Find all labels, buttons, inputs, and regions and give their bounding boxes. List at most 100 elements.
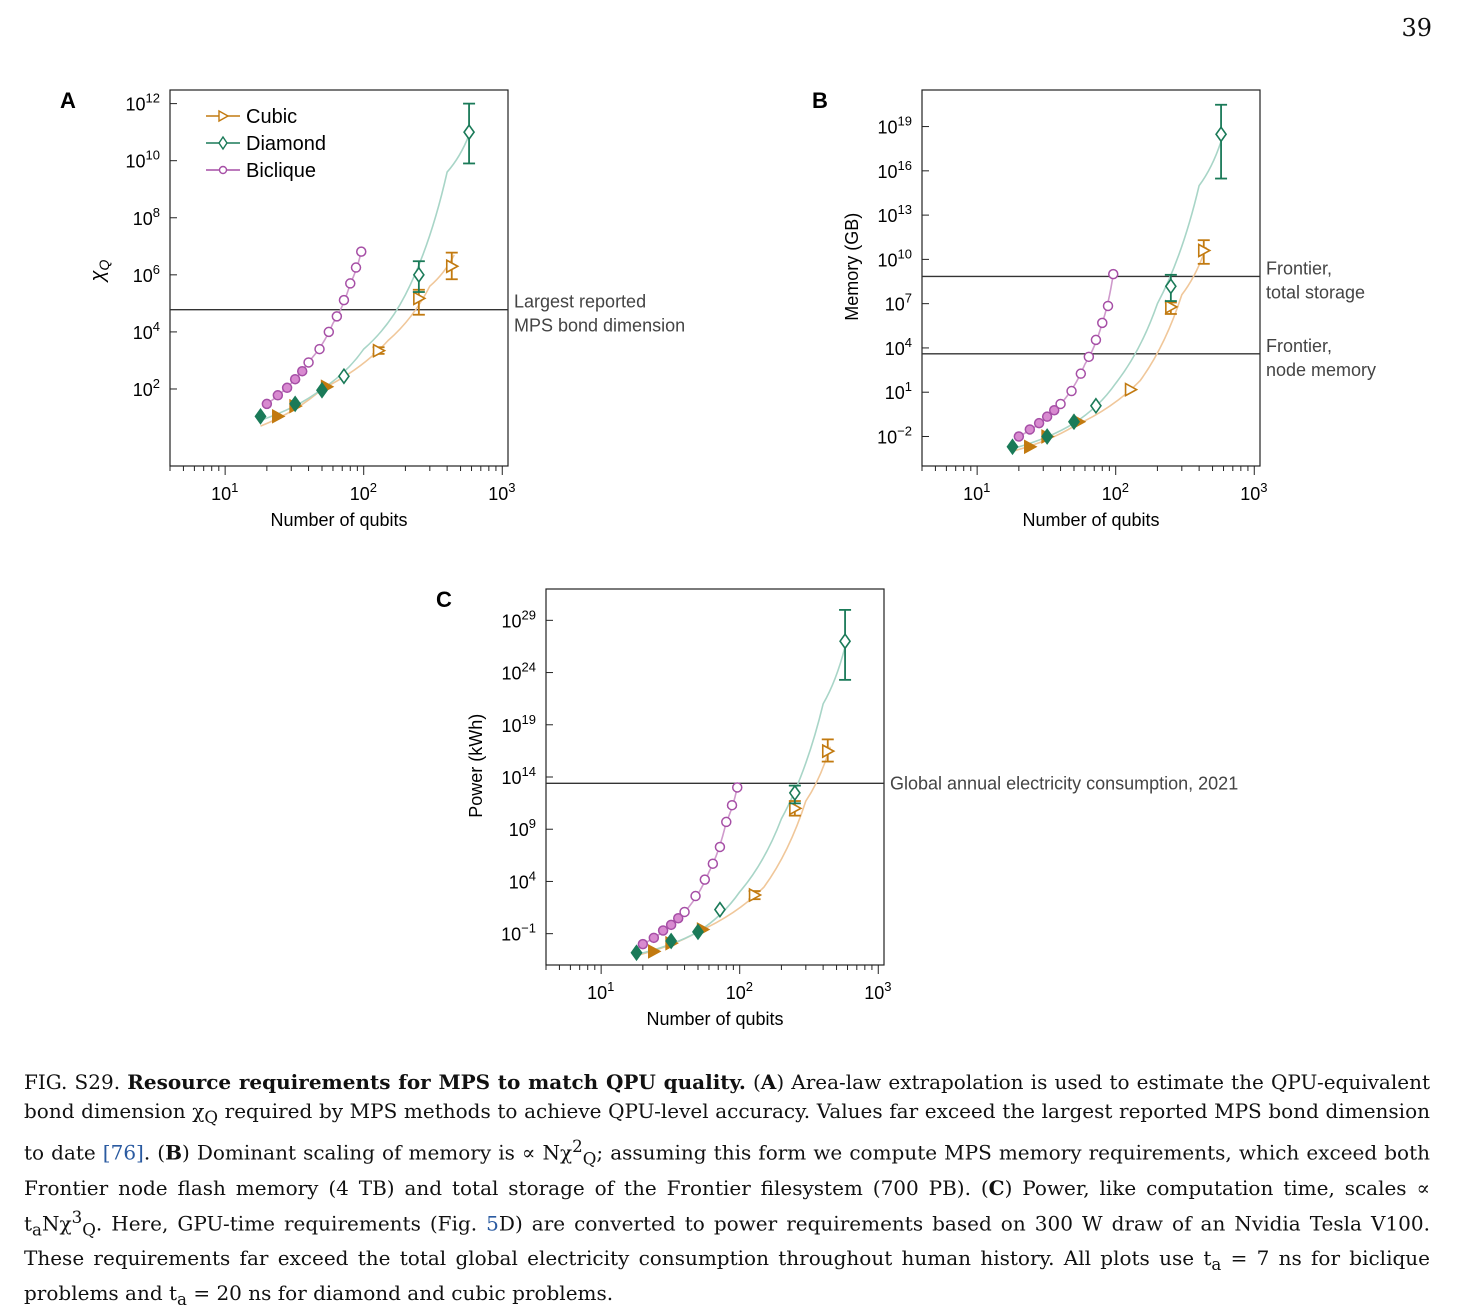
fit-curve-diamond [1012, 141, 1222, 450]
reference-line-label: MPS bond dimension [514, 316, 685, 336]
caption-fig-label: FIG. S29. [24, 1070, 121, 1094]
caption-part-c-sup: 3 [71, 1207, 83, 1227]
data-point-diamond [412, 266, 425, 284]
x-tick-label: 103 [1240, 480, 1267, 504]
reference-line-label: node memory [1266, 360, 1376, 380]
y-tick-label: 104 [509, 868, 536, 892]
data-point-cubic [748, 887, 763, 903]
caption-part-b-text-1: Dominant scaling of memory is ∝ Nχ [189, 1140, 573, 1165]
reference-line-label: Global annual electricity consumption, 2… [890, 773, 1238, 793]
caption-ref-76[interactable]: [76] [102, 1140, 144, 1165]
data-point-biclique [272, 390, 284, 401]
data-point-biclique [1090, 334, 1102, 346]
y-tick-label: 1014 [502, 764, 537, 788]
x-tick-label: 102 [1102, 480, 1129, 504]
data-point-biclique [1107, 268, 1119, 280]
data-point-biclique [296, 365, 308, 377]
data-point-biclique [1033, 417, 1045, 429]
y-tick-label: 106 [133, 262, 160, 286]
y-tick-label: 1024 [502, 660, 537, 684]
fit-curve-biclique [266, 251, 363, 405]
y-tick-label: 10−1 [501, 921, 536, 945]
data-point-biclique [1013, 431, 1025, 442]
caption-part-c-sub-a: a [32, 1220, 42, 1240]
data-point-cubic [789, 800, 803, 816]
legend-label-biclique: Biclique [246, 160, 316, 182]
data-point-biclique [726, 799, 738, 811]
data-point-diamond [1164, 277, 1177, 295]
data-point-biclique [672, 912, 684, 924]
reference-line-label: Frontier, [1266, 258, 1332, 278]
plot-frame [921, 89, 1261, 467]
x-axis-label: Number of qubits [646, 1009, 783, 1029]
caption-title: Resource requirements for MPS to match Q… [127, 1070, 746, 1094]
data-point-biclique [679, 906, 690, 918]
caption-part-c-sub-a2: a [1211, 1255, 1222, 1275]
data-point-cubic [272, 408, 286, 424]
data-point-biclique [699, 874, 711, 885]
x-tick-label: 103 [488, 480, 515, 504]
caption-part-c-text-3: . Here, GPU-time requirements (Fig. [95, 1211, 487, 1236]
data-point-diamond [1068, 413, 1080, 431]
caption-part-a-text-1: Area-law extrapolation is used to estima… [24, 1070, 1431, 1123]
data-point-biclique [355, 246, 367, 257]
data-point-biclique [731, 782, 743, 793]
data-point-biclique [281, 382, 293, 394]
data-point-diamond [788, 784, 801, 802]
data-point-diamond [289, 395, 302, 413]
data-point-cubic [445, 258, 460, 274]
caption-part-c-text-2: Nχ [41, 1211, 72, 1236]
y-tick-label: 1010 [126, 148, 161, 172]
y-tick-label: 101 [885, 379, 912, 403]
data-point-biclique [350, 262, 362, 273]
fit-curve-diamond [636, 646, 846, 956]
data-point-biclique [1097, 317, 1108, 329]
y-axis-label: Power (kWh) [466, 714, 486, 818]
panel-a: A 101 102 103 Number of qubits 102 104 106 108 10… [60, 88, 685, 530]
caption-part-c-sub-a3: a [177, 1290, 187, 1310]
data-point-biclique [323, 326, 335, 338]
y-tick-label: 1019 [878, 114, 913, 138]
data-point-diamond [1215, 125, 1228, 143]
legend-label-diamond: Diamond [246, 133, 326, 155]
x-tick-label: 101 [963, 480, 990, 504]
y-tick-label: 1016 [878, 158, 913, 182]
data-point-diamond [713, 901, 726, 919]
reference-line-label: Frontier, [1266, 336, 1332, 356]
data-point-biclique [707, 858, 719, 869]
data-point-biclique [338, 294, 350, 306]
data-point-cubic [821, 743, 836, 759]
data-point-diamond [839, 632, 852, 650]
data-point-biclique [303, 357, 314, 368]
y-tick-label: 1029 [502, 607, 537, 631]
legend-marker-diamond [218, 135, 228, 151]
page-number: 39 [1401, 14, 1432, 42]
y-tick-label: 1019 [502, 712, 537, 736]
y-tick-label: 1010 [878, 246, 913, 270]
caption-part-b-sub: Q [582, 1149, 597, 1169]
caption-part-b-label: B [165, 1140, 182, 1165]
data-point-biclique [261, 398, 273, 410]
legend-label-cubic: Cubic [246, 106, 297, 128]
figure-caption: FIG. S29. Resource requirements for MPS … [24, 1070, 1431, 1310]
data-point-biclique [648, 932, 660, 944]
legend: Cubic Diamond Biclique [206, 106, 326, 182]
caption-ref-5[interactable]: 5 [486, 1211, 499, 1236]
figure-s29: A 101 102 103 Number of qubits 102 104 106 108 10… [60, 88, 1376, 1029]
data-point-biclique [714, 841, 726, 853]
x-tick-label: 103 [864, 979, 891, 1003]
data-point-cubic [413, 290, 427, 306]
data-point-biclique [665, 919, 677, 931]
data-point-biclique [1055, 398, 1066, 410]
data-point-diamond [1006, 438, 1019, 456]
caption-part-c-text-4: D) are converted to power requirements b… [24, 1211, 1430, 1271]
y-axis-label: χQ [87, 259, 112, 283]
data-point-diamond [254, 407, 267, 425]
panel-b: B 101 102 103 Number of qubits 10−2 101 104 107 1… [812, 88, 1376, 530]
reference-line-label: Largest reported [514, 292, 646, 312]
data-point-diamond [1041, 428, 1054, 445]
x-tick-label: 102 [726, 979, 753, 1003]
data-point-biclique [1024, 424, 1036, 435]
data-point-biclique [1075, 368, 1087, 379]
data-point-biclique [331, 311, 343, 322]
